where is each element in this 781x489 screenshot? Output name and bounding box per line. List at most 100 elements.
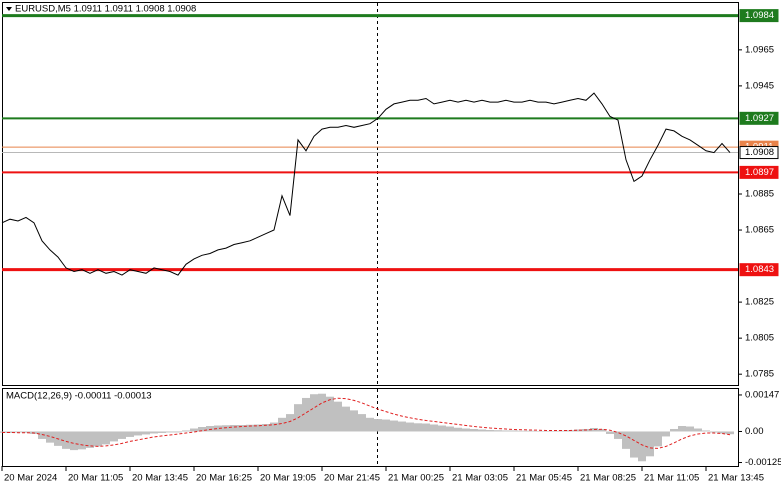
macd-bar — [158, 431, 166, 433]
level-label: 1.0984 — [745, 10, 774, 21]
macd-bar — [62, 431, 70, 449]
level-label: 1.0927 — [745, 113, 774, 124]
macd-bar — [646, 431, 654, 457]
x-tick-label: 21 Mar 00:25 — [388, 473, 444, 484]
macd-bar — [470, 428, 478, 432]
macd-bar — [126, 431, 134, 437]
y-tick-label: 1.0805 — [745, 333, 774, 344]
macd-bar — [366, 417, 374, 432]
macd-bar — [574, 429, 582, 432]
level-label-box — [739, 146, 779, 160]
x-tick-label: 21 Mar 11:05 — [644, 473, 699, 484]
macd-bar — [310, 394, 318, 432]
macd-bar — [702, 430, 710, 432]
macd-bar — [270, 422, 278, 432]
macd-bar — [230, 425, 238, 432]
macd-bar — [414, 423, 422, 432]
macd-title: MACD(12,26,9) -0.00011 -0.00013 — [6, 391, 152, 402]
macd-bar — [190, 428, 198, 432]
macd-bar — [182, 430, 190, 432]
macd-bar — [542, 430, 550, 432]
macd-bar — [262, 424, 270, 432]
macd-bar — [526, 430, 534, 432]
macd-bar — [550, 430, 558, 432]
title-icon — [6, 7, 12, 11]
x-tick-label: 20 Mar 21:45 — [324, 473, 380, 484]
x-tick-label: 20 Mar 11:05 — [68, 473, 123, 484]
x-tick-label: 20 Mar 13:45 — [132, 473, 188, 484]
macd-bar — [278, 417, 286, 432]
macd-bar — [214, 425, 222, 432]
macd-bar — [150, 431, 158, 434]
macd-bar — [622, 431, 630, 449]
macd-bar — [78, 431, 86, 450]
macd-bar — [350, 410, 358, 432]
macd-bar — [206, 426, 214, 432]
macd-bar — [638, 431, 646, 462]
macd-bar — [438, 425, 446, 432]
macd-bar — [174, 431, 182, 433]
macd-bar — [70, 431, 78, 451]
macd-bar — [198, 427, 206, 432]
x-tick-label: 21 Mar 13:45 — [708, 473, 764, 484]
macd-bar — [502, 430, 510, 432]
y-tick-label: 1.0965 — [745, 44, 774, 55]
macd-bar — [398, 421, 406, 432]
macd-bar — [94, 431, 102, 447]
macd-bar — [326, 396, 334, 432]
macd-bar — [686, 426, 694, 432]
macd-bar — [166, 431, 174, 433]
y-tick-label: 1.0945 — [745, 80, 774, 91]
macd-bar — [14, 431, 22, 433]
macd-bar — [142, 431, 150, 435]
y-tick-label: 0.00 — [745, 426, 764, 437]
y-tick-label: 1.0885 — [745, 189, 774, 200]
macd-bar — [358, 414, 366, 432]
macd-bar — [598, 428, 606, 432]
macd-bar — [630, 431, 638, 458]
macd-bar — [286, 414, 294, 432]
macd-bar — [710, 431, 718, 433]
level-label-box — [739, 165, 779, 179]
macd-bar — [254, 424, 262, 432]
macd-bar — [534, 430, 542, 432]
macd-bar — [118, 431, 126, 439]
x-tick-label: 20 Mar 16:25 — [196, 473, 252, 484]
x-tick-label: 21 Mar 05:45 — [516, 473, 572, 484]
macd-bar — [726, 431, 734, 435]
macd-bar — [694, 428, 702, 432]
level-label: 1.0897 — [745, 167, 774, 178]
macd-bar — [302, 397, 310, 432]
macd-bar — [614, 431, 622, 439]
macd-bar — [374, 419, 382, 432]
x-tick-label: 21 Mar 03:05 — [452, 473, 508, 484]
macd-bar — [518, 430, 526, 432]
macd-bar — [654, 431, 662, 447]
macd-bar — [510, 430, 518, 432]
y-tick-label: 1.0785 — [745, 369, 774, 380]
macd-bar — [38, 431, 46, 439]
macd-bar — [558, 430, 566, 432]
macd-bar — [390, 420, 398, 432]
macd-bar — [454, 427, 462, 432]
macd-bar — [422, 423, 430, 432]
macd-bar — [446, 426, 454, 432]
macd-bar — [670, 428, 678, 432]
macd-bar — [382, 419, 390, 432]
macd-bar — [318, 393, 326, 432]
macd-bar — [342, 406, 350, 432]
macd-bar — [238, 425, 246, 432]
macd-bar — [718, 431, 726, 434]
x-tick-label: 20 Mar 19:05 — [260, 473, 316, 484]
macd-bar — [134, 431, 142, 436]
y-tick-label: 1.0865 — [745, 225, 774, 236]
macd-bar — [22, 431, 30, 433]
macd-bar — [246, 424, 254, 432]
macd-bar — [662, 431, 670, 437]
macd-bar — [462, 428, 470, 432]
macd-bar — [222, 425, 230, 432]
y-tick-label: -0.00125 — [745, 457, 781, 468]
macd-bar — [86, 431, 94, 448]
